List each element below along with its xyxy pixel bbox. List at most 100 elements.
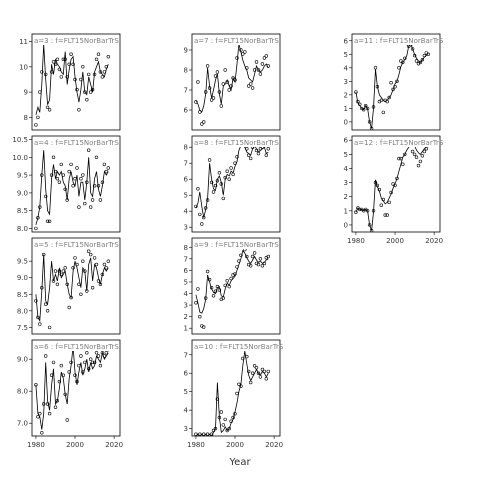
data-point bbox=[204, 206, 208, 210]
data-point bbox=[40, 173, 44, 177]
y-tick-label: 6 bbox=[344, 37, 349, 45]
y-tick-label: 11 bbox=[19, 38, 28, 46]
data-point bbox=[104, 169, 109, 174]
data-point bbox=[85, 351, 89, 355]
data-point bbox=[377, 187, 382, 192]
data-point bbox=[55, 399, 60, 403]
y-tick-label: 4 bbox=[344, 165, 349, 173]
data-point bbox=[391, 87, 395, 92]
data-point bbox=[34, 123, 38, 127]
data-point bbox=[209, 432, 214, 436]
data-point bbox=[100, 351, 105, 355]
data-point bbox=[204, 296, 208, 300]
data-point bbox=[94, 57, 99, 61]
data-point bbox=[215, 70, 220, 74]
data-point bbox=[83, 269, 87, 273]
data-point bbox=[85, 289, 89, 293]
data-point bbox=[75, 379, 79, 384]
data-point bbox=[262, 56, 267, 60]
data-point bbox=[194, 301, 198, 305]
data-point bbox=[266, 254, 270, 259]
data-point bbox=[51, 155, 56, 160]
data-point bbox=[51, 60, 56, 64]
y-tick-label: 5 bbox=[184, 192, 188, 200]
y-tick-label: 9.0 bbox=[17, 274, 28, 282]
data-point bbox=[367, 120, 372, 124]
y-tick-label: 2 bbox=[344, 193, 348, 201]
data-point bbox=[249, 156, 253, 161]
data-point bbox=[107, 351, 110, 352]
y-tick-label: 4 bbox=[344, 64, 349, 72]
data-point bbox=[215, 397, 220, 401]
data-point bbox=[207, 86, 212, 90]
data-point bbox=[387, 95, 391, 100]
data-point bbox=[198, 315, 202, 319]
data-point bbox=[102, 162, 107, 167]
data-point bbox=[77, 282, 81, 286]
y-tick-label: 6 bbox=[184, 370, 189, 378]
data-point bbox=[260, 264, 265, 268]
series-line bbox=[35, 150, 109, 226]
data-point bbox=[38, 411, 42, 416]
data-point bbox=[235, 391, 239, 396]
y-tick-label: 8 bbox=[184, 67, 188, 75]
x-tick-label: 2000 bbox=[386, 237, 404, 245]
data-point bbox=[260, 367, 265, 372]
data-point bbox=[225, 428, 229, 433]
panel-4: a=6 : f=FLT15NorBarTrS 7.0 8.0 9.0 1980 2000 2… bbox=[17, 339, 123, 449]
panel-data bbox=[194, 351, 270, 436]
data-point bbox=[53, 405, 58, 409]
data-point bbox=[205, 64, 210, 68]
data-point bbox=[196, 187, 200, 191]
data-point bbox=[389, 80, 393, 85]
data-point bbox=[81, 65, 85, 69]
y-tick-label: 1 bbox=[344, 105, 348, 113]
data-point bbox=[92, 256, 97, 260]
data-point bbox=[79, 77, 83, 82]
data-point bbox=[79, 354, 83, 358]
x-tick-label: 1980 bbox=[347, 237, 365, 245]
data-point bbox=[211, 96, 216, 100]
data-point bbox=[73, 373, 77, 377]
data-point bbox=[383, 213, 387, 217]
data-point bbox=[47, 108, 52, 112]
data-point bbox=[71, 184, 75, 188]
data-point bbox=[217, 90, 222, 94]
data-point bbox=[217, 415, 222, 420]
data-point bbox=[63, 57, 67, 61]
data-point bbox=[100, 75, 105, 79]
y-tick-label: 8.0 bbox=[17, 307, 28, 315]
panel-frame bbox=[191, 237, 281, 335]
data-point bbox=[196, 80, 200, 84]
data-point bbox=[196, 434, 200, 436]
data-point bbox=[75, 87, 79, 92]
y-tick-label: 2 bbox=[344, 91, 348, 99]
y-tick-label: 10 bbox=[19, 63, 28, 71]
data-point bbox=[88, 90, 93, 94]
data-point bbox=[61, 57, 65, 61]
data-point bbox=[266, 64, 270, 68]
y-tick-label: 5 bbox=[344, 51, 348, 59]
data-point bbox=[424, 147, 428, 151]
data-point bbox=[49, 373, 54, 377]
data-point bbox=[204, 90, 208, 94]
data-point bbox=[53, 269, 58, 273]
data-point bbox=[223, 68, 227, 72]
data-point bbox=[47, 325, 52, 330]
data-point bbox=[69, 162, 73, 167]
data-point bbox=[100, 272, 105, 277]
data-point bbox=[266, 369, 270, 374]
panel-title: a=11 : f=FLT15NorBarTrS bbox=[354, 37, 444, 45]
data-point bbox=[410, 149, 415, 154]
data-point bbox=[202, 215, 206, 220]
data-point bbox=[245, 354, 249, 359]
data-point bbox=[98, 198, 103, 202]
panel-data bbox=[34, 148, 111, 231]
data-point bbox=[219, 410, 224, 414]
data-point bbox=[403, 152, 407, 157]
data-point bbox=[75, 262, 79, 267]
series-line bbox=[355, 45, 429, 129]
data-point bbox=[59, 75, 63, 79]
data-point bbox=[397, 66, 401, 70]
